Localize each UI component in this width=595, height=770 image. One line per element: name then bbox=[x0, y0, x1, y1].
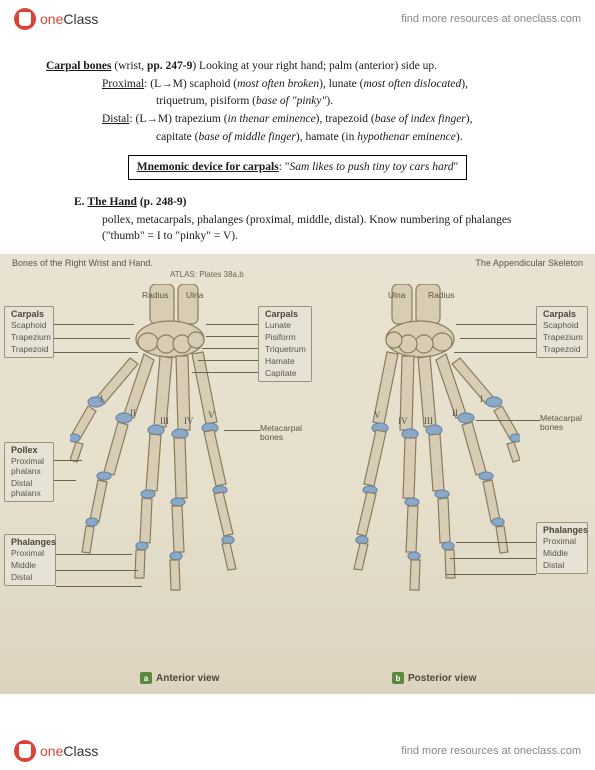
list-item: Proximal phalanx bbox=[11, 455, 47, 477]
anterior-caption: a Anterior view bbox=[140, 672, 219, 684]
svg-text:II: II bbox=[452, 408, 458, 418]
list-item: Middle bbox=[11, 559, 49, 571]
logo-text: oneClass bbox=[40, 743, 98, 759]
posterior-text: Posterior view bbox=[408, 673, 476, 684]
proximal-line2: triquetrum, pisiform (base of "pinky"). bbox=[46, 93, 549, 110]
list-item: Proximal bbox=[543, 535, 581, 547]
carpals-right-box: Carpals Scaphoid Trapezium Trapezoid bbox=[536, 306, 588, 358]
logo-one: one bbox=[40, 11, 63, 27]
carpals-left-head: Carpals bbox=[11, 309, 47, 319]
posterior-caption: b Posterior view bbox=[392, 672, 476, 684]
svg-text:IV: IV bbox=[398, 416, 408, 426]
carpals-mid-head: Carpals bbox=[265, 309, 305, 319]
posterior-hand-svg: I II III IV V bbox=[320, 284, 520, 674]
list-item: Trapezoid bbox=[543, 343, 581, 355]
phalanges-right-head: Phalanges bbox=[543, 525, 581, 535]
phalanges-right-box: Phalanges Proximal Middle Distal bbox=[536, 522, 588, 574]
mnemonic-label: Mnemonic device for carpals bbox=[137, 161, 279, 173]
svg-text:V: V bbox=[374, 410, 381, 420]
ulna-label-right: Ulna bbox=[388, 290, 405, 300]
radius-label-right: Radius bbox=[428, 290, 454, 300]
hand-body: pollex, metacarpals, phalanges (proximal… bbox=[102, 212, 549, 245]
list-item: Lunate bbox=[265, 319, 305, 331]
carpals-left-box: Carpals Scaphoid Trapezium Trapezoid bbox=[4, 306, 54, 358]
diagram-title-row: Bones of the Right Wrist and Hand. The A… bbox=[12, 258, 583, 268]
svg-text:I: I bbox=[100, 394, 103, 404]
radius-label-left: Radius bbox=[142, 290, 168, 300]
list-item: Scaphoid bbox=[543, 319, 581, 331]
distal-line2: capitate (base of middle finger), hamate… bbox=[46, 129, 549, 146]
diagram-title-right: The Appendicular Skeleton bbox=[475, 258, 583, 268]
logo-icon bbox=[14, 8, 36, 30]
carpal-intro: Carpal bones (wrist, pp. 247-9) Looking … bbox=[46, 58, 549, 75]
svg-text:IV: IV bbox=[184, 416, 194, 426]
pollex-box: Pollex Proximal phalanx Distal phalanx bbox=[4, 442, 54, 502]
distal-label: Distal bbox=[102, 113, 129, 125]
diagram-title-left: Bones of the Right Wrist and Hand. bbox=[12, 258, 153, 268]
list-item: Hamate bbox=[265, 355, 305, 367]
atlas-ref: ATLAS: Plates 38a,b bbox=[170, 270, 244, 279]
mnemonic-box: Mnemonic device for carpals: "Sam likes … bbox=[128, 155, 467, 180]
list-item: Scaphoid bbox=[11, 319, 47, 331]
svg-text:I: I bbox=[480, 394, 483, 404]
resources-link[interactable]: find more resources at oneclass.com bbox=[401, 13, 581, 25]
metacarpal-label-left: Metacarpal bones bbox=[260, 424, 314, 443]
page-header: oneClass find more resources at oneclass… bbox=[0, 0, 595, 38]
phalanges-left-box: Phalanges Proximal Middle Distal bbox=[4, 534, 56, 586]
svg-text:V: V bbox=[208, 410, 215, 420]
logo-footer: oneClass bbox=[14, 740, 98, 762]
hand-heading: E. The Hand (p. 248-9) bbox=[74, 194, 549, 211]
resources-link-footer[interactable]: find more resources at oneclass.com bbox=[401, 745, 581, 757]
list-item: Distal bbox=[11, 571, 49, 583]
phalanges-left-head: Phalanges bbox=[11, 537, 49, 547]
logo-one: one bbox=[40, 743, 63, 759]
proximal-label: Proximal bbox=[102, 78, 144, 90]
hand-diagram: Bones of the Right Wrist and Hand. The A… bbox=[0, 254, 595, 694]
list-item: Distal phalanx bbox=[11, 477, 47, 499]
carpals-mid-box: Carpals Lunate Pisiform Triquetrum Hamat… bbox=[258, 306, 312, 382]
ulna-label-left: Ulna bbox=[186, 290, 203, 300]
logo-icon bbox=[14, 740, 36, 762]
svg-text:II: II bbox=[130, 408, 136, 418]
list-item: Triquetrum bbox=[265, 343, 305, 355]
notes-content: Carpal bones (wrist, pp. 247-9) Looking … bbox=[0, 38, 595, 252]
page-footer: oneClass find more resources at oneclass… bbox=[0, 732, 595, 770]
list-item: Middle bbox=[543, 547, 581, 559]
hand-letter: E. bbox=[74, 196, 85, 208]
list-item: Distal bbox=[543, 559, 581, 571]
list-item: Trapezium bbox=[543, 331, 581, 343]
list-item: Trapezium bbox=[11, 331, 47, 343]
hand-title: The Hand bbox=[87, 196, 137, 208]
carpals-right-head: Carpals bbox=[543, 309, 581, 319]
pollex-head: Pollex bbox=[11, 445, 47, 455]
carpal-title: Carpal bones bbox=[46, 60, 112, 72]
badge-b: b bbox=[392, 672, 404, 684]
svg-text:III: III bbox=[160, 416, 169, 426]
metacarpal-label-right: Metacarpal bones bbox=[540, 414, 590, 433]
anterior-hand-svg: I II III IV V bbox=[70, 284, 270, 674]
list-item: Pisiform bbox=[265, 331, 305, 343]
badge-a: a bbox=[140, 672, 152, 684]
logo: oneClass bbox=[14, 8, 98, 30]
logo-class: Class bbox=[63, 743, 98, 759]
logo-class: Class bbox=[63, 11, 98, 27]
list-item: Proximal bbox=[11, 547, 49, 559]
list-item: Trapezoid bbox=[11, 343, 47, 355]
logo-text: oneClass bbox=[40, 11, 98, 27]
anterior-text: Anterior view bbox=[156, 673, 219, 684]
list-item: Capitate bbox=[265, 367, 305, 379]
distal-line1: Distal: (L→M) trapezium (in thenar emine… bbox=[46, 111, 549, 128]
proximal-line1: Proximal: (L→M) scaphoid (most often bro… bbox=[46, 76, 549, 93]
svg-text:III: III bbox=[424, 416, 433, 426]
